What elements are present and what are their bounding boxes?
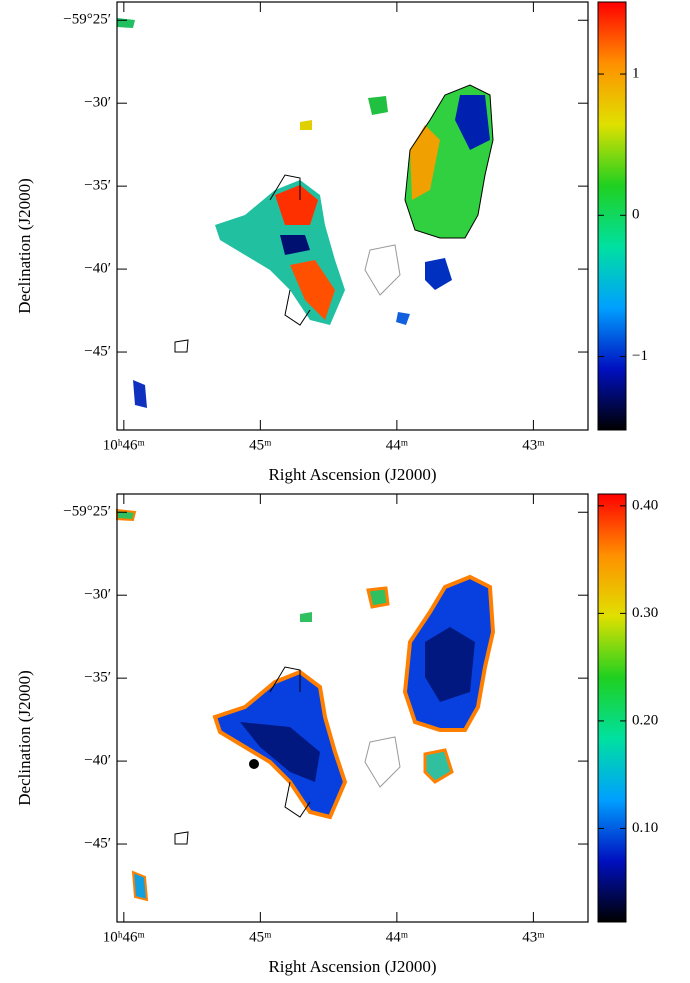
colorbar-tick-label: 0.10: [632, 820, 658, 836]
y-tick-label: −40′: [84, 753, 111, 769]
y-tick-label: −59°25′: [63, 504, 111, 520]
y-tick-label: −30′: [84, 95, 111, 111]
y-tick-label: −59°25′: [63, 12, 111, 28]
y-tick-label: −35′: [84, 670, 111, 686]
map-panel: 0.40 0.30 0.20 0.10 10ʰ46ᵐ 45ᵐ 44ᵐ 43ᵐ −59°25′ −3…: [15, 493, 658, 976]
colorbar-tick-label: 0: [632, 207, 640, 223]
x-tick-label: 43ᵐ: [522, 929, 545, 945]
x-tick-label: 45ᵐ: [249, 929, 272, 945]
y-tick-label: −40′: [84, 261, 111, 277]
colorbar-tick-label: 0.20: [632, 712, 658, 728]
colorbar: [597, 493, 627, 923]
x-tick-label: 43ᵐ: [522, 437, 545, 453]
x-axis-label: Right Ascension (J2000): [268, 465, 436, 484]
y-tick-label: −30′: [84, 587, 111, 603]
y-tick-label: −35′: [84, 178, 111, 194]
map-panel: 1 0 −1 10ʰ46ᵐ 45ᵐ 44ᵐ 43ᵐ −59°25′ −30′ −35′ −40′ −4…: [15, 1, 648, 484]
plot-frame: [116, 493, 589, 923]
colorbar-tick-label: 0.40: [632, 497, 658, 513]
map-image: [116, 508, 496, 902]
map-image: [117, 18, 494, 408]
y-axis-label: Declination (J2000): [15, 178, 34, 314]
x-axis-label: Right Ascension (J2000): [268, 957, 436, 976]
colorbar-tick-label: 1: [632, 65, 640, 81]
x-tick-label: 10ʰ46ᵐ: [103, 929, 146, 945]
x-tick-label: 45ᵐ: [249, 437, 272, 453]
x-tick-label: 44ᵐ: [386, 437, 409, 453]
colorbar-tick-label: 0.30: [632, 605, 658, 621]
y-tick-label: −45′: [84, 343, 111, 359]
x-tick-label: 10ʰ46ᵐ: [103, 437, 146, 453]
colorbar: [597, 1, 627, 431]
plot-frame: [116, 1, 589, 431]
y-tick-label: −45′: [84, 835, 111, 851]
x-tick-label: 44ᵐ: [386, 929, 409, 945]
colorbar-tick-label: −1: [632, 348, 648, 364]
y-axis-label: Declination (J2000): [15, 670, 34, 806]
